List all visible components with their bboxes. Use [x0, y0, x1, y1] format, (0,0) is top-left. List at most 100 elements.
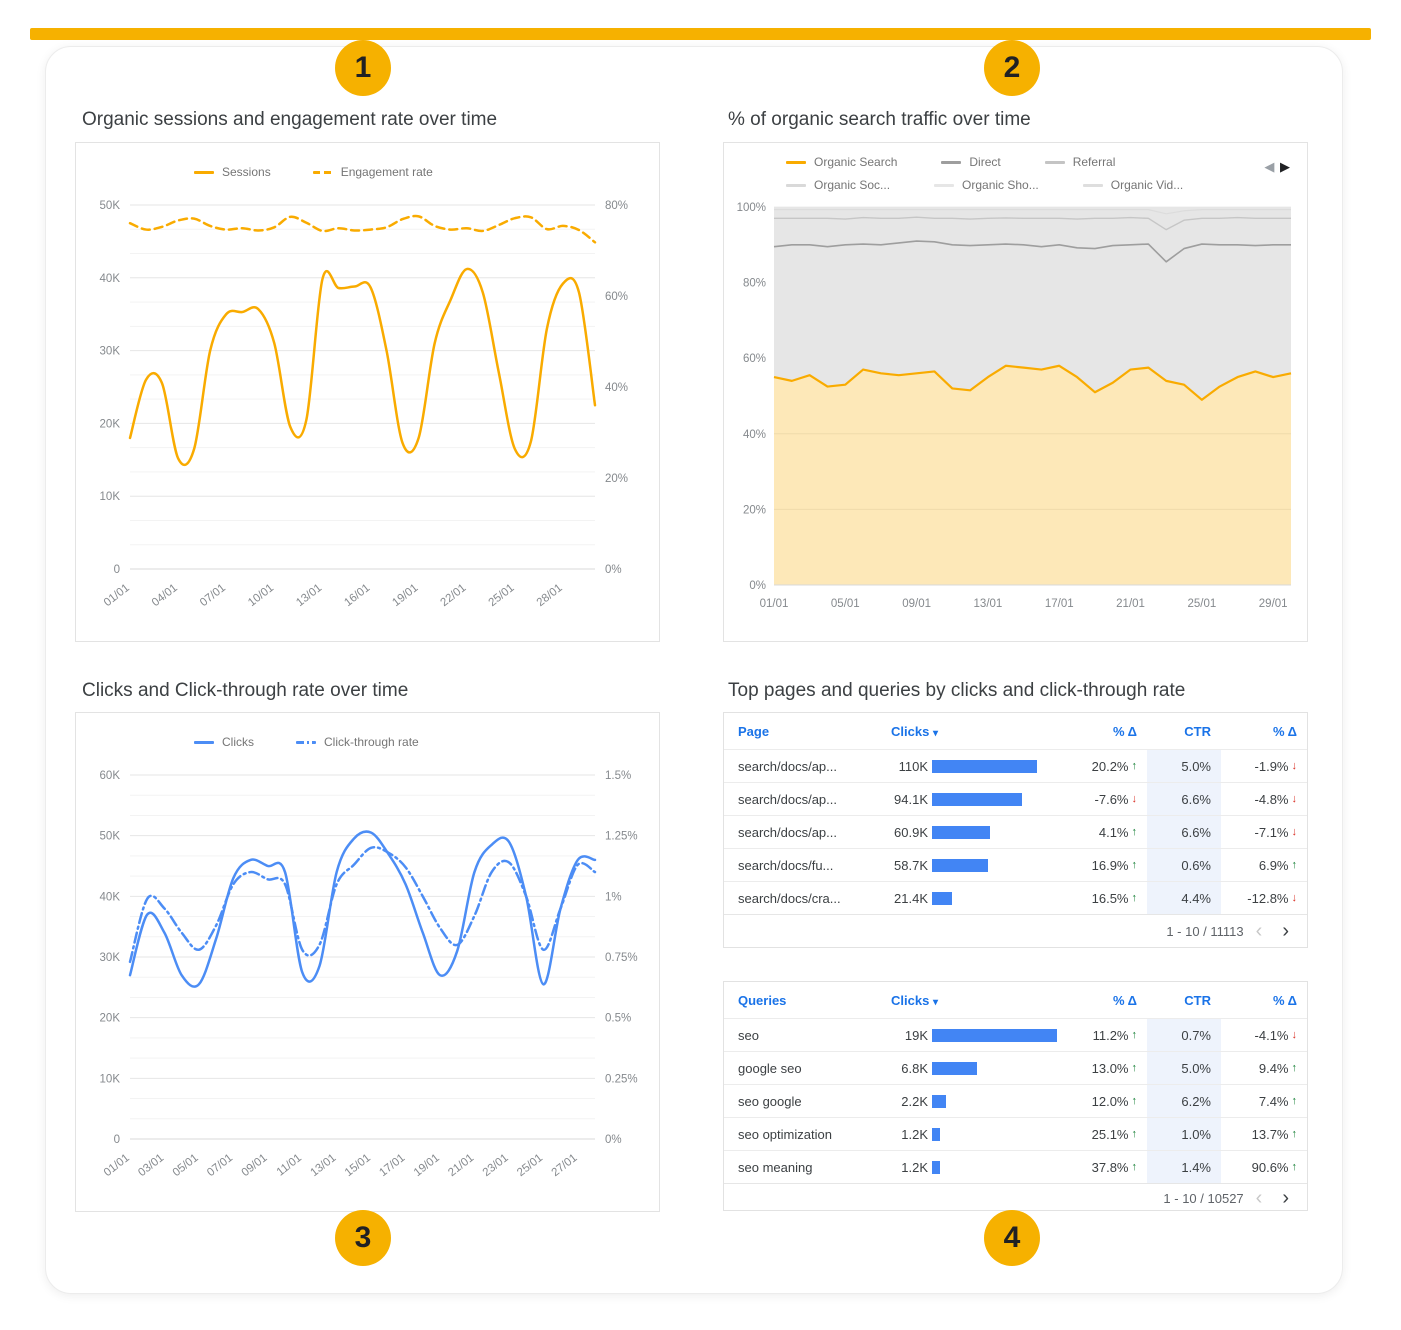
cell-clicks: 94.1K — [872, 783, 1063, 815]
cell-clicks-delta: 16.5% ↑ — [1091, 890, 1137, 906]
svg-text:20%: 20% — [743, 504, 766, 516]
legend-label: Referral — [1072, 155, 1116, 169]
traffic-chart-legend: Organic Search Direct Referral Organic Soc.… — [786, 155, 1256, 192]
svg-text:19/01: 19/01 — [390, 582, 420, 609]
clicks-bar — [932, 1061, 977, 1075]
column-header-clicks-delta[interactable]: % Δ — [1112, 723, 1137, 739]
prev-page-button[interactable]: ‹ — [1255, 1187, 1263, 1209]
sessions-engagement-chart: Sessions Engagement rate 0 10K 20K 30K 40K 50K… — [75, 142, 660, 642]
up-arrow-icon: ↑ — [1131, 859, 1138, 871]
cell-ctr: 5.0% — [1147, 1052, 1221, 1084]
up-arrow-icon: ↑ — [1131, 1128, 1138, 1140]
svg-text:50K: 50K — [100, 831, 121, 843]
column-header-ctr[interactable]: CTR — [1184, 723, 1211, 739]
cell-ctr-delta: -4.1% ↓ — [1254, 1027, 1297, 1043]
cell-clicks-delta: 37.8% ↑ — [1091, 1159, 1137, 1175]
svg-text:20K: 20K — [100, 1013, 121, 1025]
cell-ctr: 5.0% — [1147, 750, 1221, 782]
svg-text:13/01: 13/01 — [294, 582, 324, 609]
up-arrow-icon: ↑ — [1131, 1095, 1138, 1107]
cell-name: search/docs/fu... — [738, 857, 834, 873]
legend-swatch-icon — [786, 183, 806, 187]
table-row[interactable]: seo 19K 11.2% ↑ 0.7% -4.1% ↓ — [724, 1018, 1307, 1051]
organic-traffic-share-chart: Organic Search Direct Referral Organic Soc.… — [723, 142, 1308, 642]
step-badge-1: 1 — [335, 40, 391, 96]
cell-clicks: 60.9K — [872, 816, 1063, 848]
down-arrow-icon: ↓ — [1291, 826, 1298, 838]
cell-ctr-delta: 7.4% ↑ — [1258, 1093, 1298, 1109]
legend-pager: ◀ ▶ — [1264, 159, 1291, 175]
legend-item-organic-sho-: Organic Sho... — [934, 178, 1039, 192]
cell-ctr: 0.7% — [1147, 1019, 1221, 1051]
up-arrow-icon: ↑ — [1291, 1095, 1298, 1107]
sessions-chart-title: Organic sessions and engagement rate ove… — [82, 109, 498, 130]
legend-label: Organic Vid... — [1110, 178, 1184, 192]
column-header-name[interactable]: Queries — [738, 992, 787, 1008]
svg-text:07/01: 07/01 — [198, 582, 228, 609]
cell-ctr-delta: -12.8% ↓ — [1247, 890, 1297, 906]
column-header-clicks[interactable]: Clicks ▾ — [891, 723, 938, 739]
cell-clicks-delta: -7.6% ↓ — [1094, 791, 1138, 807]
next-page-button[interactable]: › — [1282, 1187, 1289, 1209]
cell-name: search/docs/ap... — [738, 824, 837, 840]
column-header-name[interactable]: Page — [738, 723, 770, 739]
cell-ctr-delta: 13.7% ↑ — [1251, 1126, 1297, 1142]
cell-clicks: 58.7K — [872, 849, 1063, 881]
table-row[interactable]: seo optimization 1.2K 25.1% ↑ 1.0% 13.7% ↑ — [724, 1117, 1307, 1150]
column-header-ctr[interactable]: CTR — [1184, 992, 1211, 1008]
up-arrow-icon: ↑ — [1131, 1062, 1138, 1074]
cell-ctr: 0.6% — [1147, 849, 1221, 881]
table-row[interactable]: search/docs/fu... 58.7K 16.9% ↑ 0.6% 6.9% ↑ — [724, 848, 1307, 881]
svg-text:30K: 30K — [100, 952, 121, 964]
svg-text:10/01: 10/01 — [246, 582, 276, 609]
top-accent-bar — [30, 28, 1371, 40]
next-page-button[interactable]: › — [1282, 920, 1289, 942]
svg-text:60%: 60% — [743, 353, 766, 365]
step-badge-2: 2 — [984, 40, 1040, 96]
legend-item-organic-vid-: Organic Vid... — [1082, 178, 1184, 192]
table-row[interactable]: seo google 2.2K 12.0% ↑ 6.2% 7.4% ↑ — [724, 1084, 1307, 1117]
sort-desc-icon: ▾ — [932, 727, 938, 739]
table-row[interactable]: search/docs/ap... 94.1K -7.6% ↓ 6.6% -4.8% ↓ — [724, 782, 1307, 815]
cell-clicks: 1.2K — [872, 1118, 1063, 1150]
clicks-chart-title: Clicks and Click-through rate over time — [82, 680, 409, 701]
legend-swatch-icon — [786, 160, 806, 164]
prev-page-button[interactable]: ‹ — [1255, 920, 1263, 942]
step-badge-3: 3 — [335, 1210, 391, 1266]
up-arrow-icon: ↑ — [1131, 760, 1138, 772]
legend-prev-arrow[interactable]: ◀ — [1264, 159, 1276, 174]
legend-swatch-icon — [941, 160, 962, 164]
clicks-bar — [932, 759, 1037, 773]
down-arrow-icon: ↓ — [1291, 793, 1298, 805]
cell-name: search/docs/ap... — [738, 791, 837, 807]
cell-name: seo google — [738, 1093, 802, 1109]
svg-text:17/01: 17/01 — [377, 1152, 407, 1179]
legend-label: Engagement rate — [340, 165, 433, 179]
column-header-ctr-delta[interactable]: % Δ — [1272, 723, 1297, 739]
svg-text:01/01: 01/01 — [102, 582, 132, 609]
table-row[interactable]: search/docs/ap... 110K 20.2% ↑ 5.0% -1.9% ↓ — [724, 749, 1307, 782]
svg-text:0%: 0% — [605, 564, 622, 576]
cell-name: search/docs/cra... — [738, 890, 841, 906]
table-row[interactable]: seo meaning 1.2K 37.8% ↑ 1.4% 90.6% ↑ — [724, 1150, 1307, 1183]
cell-ctr-delta: 90.6% ↑ — [1251, 1159, 1297, 1175]
column-header-clicks-delta[interactable]: % Δ — [1112, 992, 1137, 1008]
sort-desc-icon: ▾ — [932, 996, 938, 1008]
legend-label: Direct — [969, 155, 1001, 169]
table-row[interactable]: search/docs/ap... 60.9K 4.1% ↑ 6.6% -7.1% ↓ — [724, 815, 1307, 848]
column-header-ctr-delta[interactable]: % Δ — [1272, 992, 1297, 1008]
svg-text:60%: 60% — [605, 291, 628, 303]
column-header-clicks[interactable]: Clicks ▾ — [891, 992, 938, 1008]
svg-text:21/01: 21/01 — [1116, 598, 1145, 610]
cell-clicks: 21.4K — [872, 882, 1063, 914]
svg-text:40K: 40K — [100, 273, 121, 285]
svg-text:1.5%: 1.5% — [605, 770, 631, 782]
legend-label: Clicks — [222, 735, 254, 749]
clicks-bar — [932, 891, 952, 905]
down-arrow-icon: ↓ — [1131, 793, 1138, 805]
table-row[interactable]: google seo 6.8K 13.0% ↑ 5.0% 9.4% ↑ — [724, 1051, 1307, 1084]
cell-clicks: 6.8K — [872, 1052, 1063, 1084]
legend-next-arrow[interactable]: ▶ — [1280, 159, 1291, 174]
up-arrow-icon: ↑ — [1291, 1062, 1298, 1074]
table-row[interactable]: search/docs/cra... 21.4K 16.5% ↑ 4.4% -12.8% ↓ — [724, 881, 1307, 914]
